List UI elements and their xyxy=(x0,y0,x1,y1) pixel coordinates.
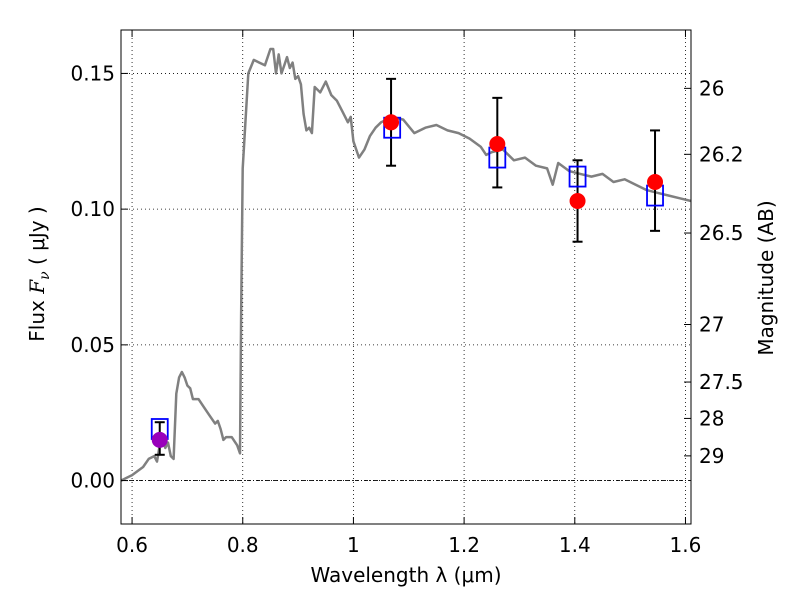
magnitude-tick-label: 29 xyxy=(699,444,724,468)
y-tick-label: 0.05 xyxy=(70,333,115,357)
magnitude-tick-label: 26 xyxy=(699,76,724,100)
observed-point xyxy=(489,136,506,152)
x-tick-label: 1.4 xyxy=(559,533,591,557)
observed-point xyxy=(151,431,168,448)
y-label-subscript: ν xyxy=(37,271,53,280)
y-label-prefix: Flux xyxy=(25,294,49,342)
axis-ticks xyxy=(121,30,691,524)
y-label-symbol: F xyxy=(25,279,49,295)
x-tick-label: 1 xyxy=(347,533,360,557)
magnitude-tick-label: 26.5 xyxy=(699,221,744,245)
magnitude-tick-label: 28 xyxy=(699,406,724,430)
grid-lines xyxy=(121,30,691,524)
y-tick-label: 0.00 xyxy=(70,469,115,493)
x-tick-label: 1.6 xyxy=(670,533,702,557)
x-tick-label: 0.8 xyxy=(227,533,259,557)
y-label-units: ( μJy ) xyxy=(25,206,49,271)
x-axis-label: Wavelength λ (μm) xyxy=(310,563,501,587)
model-photometry-markers xyxy=(150,116,664,440)
y-tick-label: 0.10 xyxy=(70,197,115,221)
observed-point xyxy=(569,193,586,209)
model-band-square xyxy=(568,165,587,188)
observed-point xyxy=(383,114,400,131)
model-spectrum-line xyxy=(120,47,692,482)
magnitude-tick-label: 27 xyxy=(699,313,724,337)
y-tick-label: 0.15 xyxy=(70,61,115,85)
error-bars xyxy=(154,77,661,456)
y-axis-label-left: Flux Fν ( μJy ) xyxy=(25,206,53,341)
magnitude-tick-label: 27.5 xyxy=(699,370,744,394)
tick-labels: 0.6 0.8 1 1.2 1.4 1.6 0.00 0.05 0.10 0.15 26 26.2 26… xyxy=(70,61,743,557)
observed-point xyxy=(647,174,664,190)
observed-photometry-markers xyxy=(151,114,664,448)
y-axis-label-right: Magnitude (AB) xyxy=(754,200,778,355)
x-tick-label: 1.2 xyxy=(448,533,480,557)
x-tick-label: 0.6 xyxy=(116,533,148,557)
plot-frame xyxy=(120,29,692,525)
magnitude-tick-label: 26.2 xyxy=(699,142,744,166)
